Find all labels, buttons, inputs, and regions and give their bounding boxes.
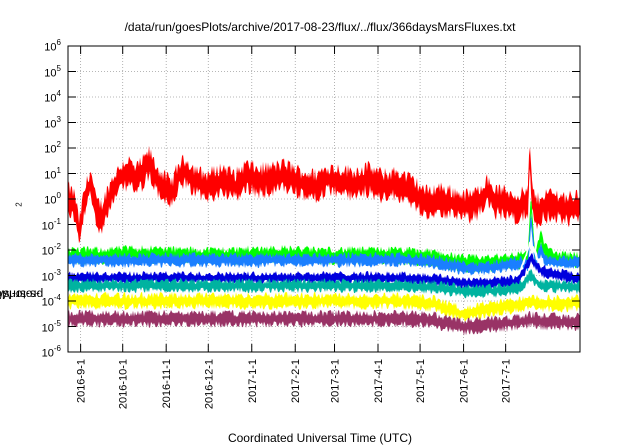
y-tick-label: 105 <box>44 63 61 80</box>
x-tick-label: 2017-5-1 <box>415 359 427 403</box>
series-line <box>68 159 580 234</box>
series-3 <box>68 213 580 276</box>
series-band <box>68 268 580 299</box>
y-tick-label: 10-6 <box>41 344 61 360</box>
series-7 <box>68 291 580 324</box>
y-tick-label: 103 <box>44 114 61 131</box>
y-tick-label: 102 <box>44 140 61 156</box>
x-tick-label: 2016-11-1 <box>161 359 173 408</box>
x-tick-label: 2017-2-1 <box>290 359 302 403</box>
x-tick-label: 2017-1-1 <box>247 359 259 403</box>
series-band <box>68 145 580 244</box>
series-band <box>68 309 580 336</box>
y-tick-label: 101 <box>44 165 61 182</box>
x-axis-label: Coordinated Universal Time (UTC) <box>227 431 413 445</box>
plot-frame <box>67 45 581 353</box>
y-tick-label: 104 <box>44 89 61 105</box>
series-5 <box>68 252 580 290</box>
series-band <box>68 213 580 276</box>
x-tick-label: 2016-9-1 <box>76 359 88 403</box>
x-tick-label: 2016-12-1 <box>203 359 215 409</box>
y-tick-label: 10-2 <box>41 242 61 258</box>
y-tick-label: 10-3 <box>41 267 61 284</box>
x-tick-label: 2017-7-1 <box>501 359 513 403</box>
x-tick-label: 2017-3-1 <box>330 359 342 403</box>
series-line <box>68 217 580 270</box>
chart-title: /data/run/goesPlots/archive/2017-08-23/f… <box>124 20 516 34</box>
y-tick-label: 10-5 <box>41 318 61 335</box>
data-series-group <box>68 145 580 336</box>
x-tick-label: 2017-6-1 <box>459 359 471 403</box>
axes <box>67 45 581 353</box>
series-line <box>68 315 580 330</box>
series-line <box>68 275 580 294</box>
y-tick-label: 106 <box>44 38 61 54</box>
series-band <box>68 252 580 290</box>
series-line <box>68 297 580 315</box>
series-line <box>68 257 580 286</box>
x-tick-label: 2016-10-1 <box>118 359 130 409</box>
series-6 <box>68 268 580 299</box>
y-tick-label: 10-1 <box>41 216 61 233</box>
x-tick-label: 2017-4-1 <box>373 359 385 403</box>
series-band <box>68 291 580 324</box>
series-band <box>68 240 580 284</box>
y-tick-label: 100 <box>44 191 61 207</box>
y-tick-label: 10-4 <box>41 293 61 309</box>
x-tick-labels: 2016-9-1 2016-10-1 2016-11-1 2016-12-1 2017-… <box>76 359 513 409</box>
series-8 <box>68 309 580 336</box>
series-1 <box>68 145 580 244</box>
